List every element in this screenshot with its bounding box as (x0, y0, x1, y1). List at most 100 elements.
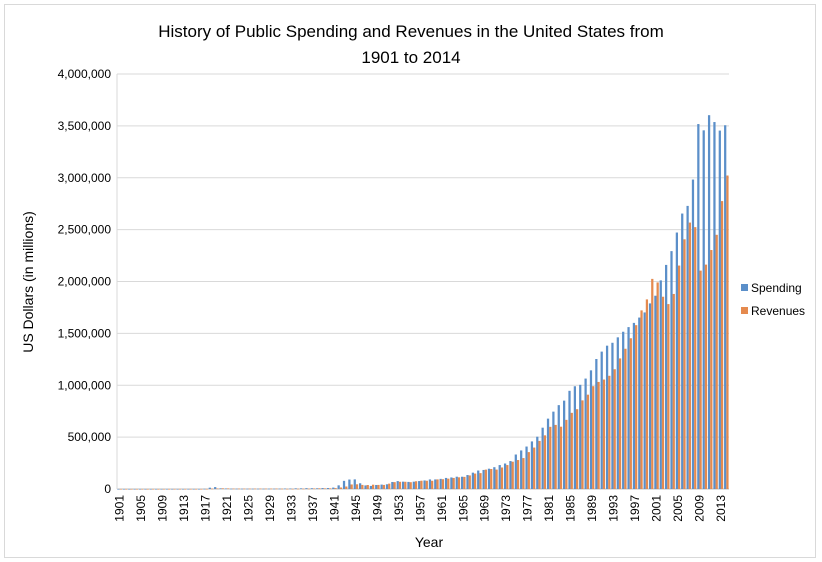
bar-spending-1973 (503, 463, 507, 489)
bar-spending-1928 (262, 488, 265, 490)
x-tick-label: 1933 (284, 495, 298, 522)
bar-revenues-1975 (516, 460, 520, 489)
bar-revenues-1988 (586, 394, 589, 489)
bar-spending-1975 (514, 454, 517, 489)
x-axis-title: Year (415, 534, 444, 550)
bar-spending-1976 (520, 450, 523, 489)
x-tick-label: 1997 (628, 495, 642, 522)
bar-revenues-2003 (667, 304, 670, 489)
bar-revenues-1962 (447, 478, 450, 489)
bar-revenues-1947 (366, 485, 369, 489)
bar-revenues-1946 (361, 484, 364, 489)
y-tick-label: 3,000,000 (58, 171, 112, 185)
bar-revenues-1999 (645, 299, 649, 489)
bar-spending-1951 (385, 484, 389, 489)
bar-spending-2010 (702, 130, 705, 489)
bar-revenues-1952 (393, 482, 396, 489)
bar-revenues-1930 (275, 488, 278, 490)
x-tick-label: 1941 (327, 495, 341, 522)
bar-revenues-1943 (345, 486, 348, 489)
bar-spending-1919 (214, 487, 217, 489)
y-tick-label: 1,000,000 (58, 378, 112, 392)
bar-revenues-1915 (194, 488, 198, 490)
bar-spending-1983 (557, 405, 560, 489)
bar-spending-1960 (434, 479, 437, 489)
x-tick-label: 2005 (671, 495, 685, 522)
bar-spending-1924 (240, 488, 244, 490)
bar-spending-1985 (568, 390, 571, 489)
bar-revenues-1916 (200, 488, 203, 490)
bar-spending-1916 (197, 488, 201, 490)
bar-spending-2009 (697, 124, 700, 489)
legend-label-revenues: Revenues (751, 304, 805, 318)
bar-spending-2000 (648, 303, 652, 489)
bar-revenues-1968 (479, 473, 482, 489)
bar-revenues-1919 (216, 488, 219, 490)
chart: History of Public Spending and Revenues … (20, 22, 805, 550)
legend-label-spending: Spending (751, 281, 802, 295)
bar-revenues-2007 (688, 222, 691, 489)
x-tick-label: 2001 (650, 495, 664, 522)
bar-spending-1915 (192, 488, 195, 490)
bar-revenues-1931 (280, 488, 283, 490)
bar-revenues-1978 (533, 447, 536, 489)
bar-revenues-2005 (678, 265, 681, 489)
chart-title-line-1: History of Public Spending and Revenues … (158, 22, 664, 41)
bar-spending-2001 (654, 295, 657, 489)
bar-spending-1925 (246, 488, 249, 490)
chart-frame: History of Public Spending and Revenues … (4, 4, 816, 558)
bar-revenues-2001 (656, 282, 659, 489)
bar-spending-1913 (181, 488, 185, 490)
bar-revenues-1901 (119, 488, 122, 490)
bar-spending-1907 (149, 488, 152, 490)
y-tick-label: 4,000,000 (58, 67, 112, 81)
bar-spending-1988 (584, 378, 587, 489)
y-axis-tick-labels: 0 500,000 1,000,000 1,500,000 2,000,000 2,500… (58, 67, 112, 496)
bar-spending-1926 (251, 488, 254, 490)
bar-revenues-1935 (302, 488, 305, 490)
bar-spending-1922 (230, 488, 233, 490)
bar-spending-1970 (487, 468, 491, 489)
bar-revenues-1932 (286, 488, 289, 490)
bar-spending-1948 (369, 485, 372, 489)
bar-revenues-1959 (431, 480, 434, 489)
bar-revenues-1958 (425, 480, 428, 489)
bar-spending-1939 (321, 488, 324, 489)
bar-spending-1994 (616, 337, 619, 489)
bar-spending-2006 (681, 213, 684, 490)
bar-revenues-1940 (329, 488, 332, 489)
x-tick-label: 1925 (242, 495, 256, 522)
bar-spending-1981 (546, 418, 550, 489)
bar-spending-1940 (326, 488, 330, 489)
bar-spending-2014 (724, 125, 727, 490)
bar-spending-1945 (353, 479, 356, 489)
x-tick-label: 1937 (306, 495, 320, 522)
bar-revenues-1981 (549, 426, 552, 489)
x-axis-tick-labels: 1901 1905 1909 1913 1917 1921 1925 1929 1933 1937… (113, 495, 728, 522)
bar-spending-1996 (627, 327, 630, 489)
bar-revenues-1921 (227, 488, 230, 490)
bar-spending-1938 (316, 488, 319, 489)
bar-revenues-1994 (618, 358, 622, 489)
bar-spending-1984 (563, 400, 566, 489)
x-tick-label: 1905 (134, 495, 148, 522)
bar-revenues-1905 (141, 488, 144, 490)
bar-spending-1986 (573, 386, 576, 489)
bar-revenues-1997 (635, 325, 638, 489)
bar-spending-1968 (477, 470, 480, 489)
bar-revenues-1944 (350, 484, 353, 489)
bar-revenues-1941 (334, 488, 337, 489)
x-tick-label: 1929 (263, 495, 277, 522)
bar-revenues-1920 (221, 488, 224, 489)
bar-spending-2007 (686, 205, 689, 489)
bar-spending-1920 (219, 488, 222, 489)
bar-spending-1917 (203, 488, 206, 490)
x-tick-label: 2013 (714, 495, 728, 522)
bar-revenues-1917 (205, 488, 208, 490)
chart-title-line-2: 1901 to 2014 (361, 48, 460, 67)
bar-spending-2002 (659, 280, 662, 489)
bar-revenues-1936 (307, 488, 310, 490)
bar-revenues-1976 (522, 458, 525, 489)
bar-revenues-1990 (597, 381, 600, 489)
bar-revenues-1989 (592, 386, 595, 489)
